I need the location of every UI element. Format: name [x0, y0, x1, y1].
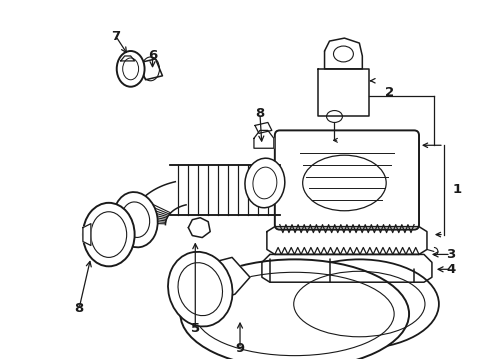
Ellipse shape [180, 260, 409, 360]
Polygon shape [139, 59, 163, 80]
Text: 9: 9 [236, 342, 245, 355]
Polygon shape [171, 165, 280, 215]
Text: 7: 7 [111, 30, 121, 42]
Text: 4: 4 [446, 263, 455, 276]
Ellipse shape [83, 203, 135, 266]
Text: 3: 3 [446, 248, 455, 261]
Text: 5: 5 [191, 322, 200, 336]
Polygon shape [324, 38, 362, 69]
Polygon shape [318, 69, 369, 116]
FancyBboxPatch shape [275, 130, 419, 230]
Polygon shape [121, 56, 135, 61]
Text: 2: 2 [385, 86, 394, 99]
Ellipse shape [245, 158, 285, 208]
Text: 6: 6 [148, 49, 157, 63]
Polygon shape [188, 218, 210, 238]
Polygon shape [255, 122, 272, 133]
Ellipse shape [168, 252, 233, 327]
Polygon shape [131, 182, 186, 225]
Polygon shape [267, 227, 427, 255]
Text: 8: 8 [255, 107, 265, 120]
Polygon shape [83, 224, 91, 246]
Ellipse shape [117, 51, 145, 87]
Text: 8: 8 [74, 302, 84, 315]
Polygon shape [254, 130, 274, 148]
Polygon shape [196, 257, 250, 301]
Polygon shape [262, 255, 432, 282]
Ellipse shape [280, 260, 439, 349]
Ellipse shape [114, 192, 158, 247]
Text: 1: 1 [452, 184, 462, 197]
